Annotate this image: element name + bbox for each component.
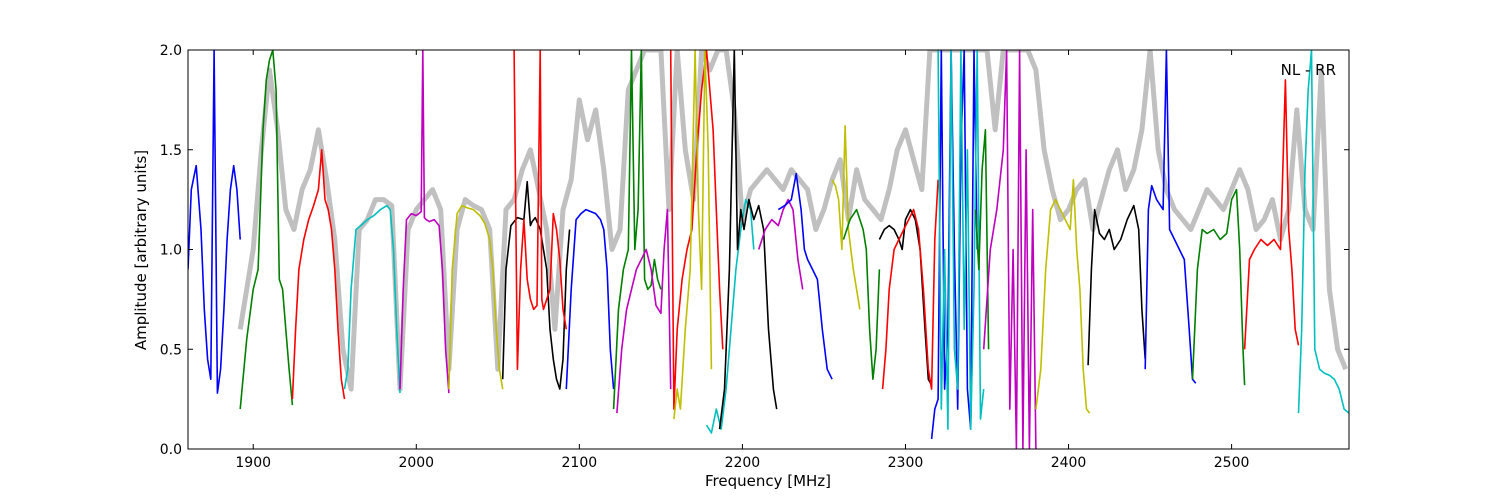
series-line-28 xyxy=(1144,50,1197,384)
series-line-5 xyxy=(399,50,450,394)
series-line-29 xyxy=(1191,188,1246,386)
series-line-22 xyxy=(930,50,978,440)
series-line-24 xyxy=(974,129,990,350)
x-tick-label: 2500 xyxy=(1214,455,1250,471)
x-tick-label: 2200 xyxy=(725,455,761,471)
y-tick-label: 1.5 xyxy=(160,143,182,159)
series-line-14 xyxy=(705,198,755,434)
x-axis: 1900 2000 2100 2200 2300 2400 2500 xyxy=(235,50,1249,471)
y-tick-label: 1.0 xyxy=(160,243,182,259)
series-line-21 xyxy=(881,179,939,390)
series-line-3 xyxy=(291,149,346,400)
series-line-11 xyxy=(616,208,672,414)
x-tick-label: 1900 xyxy=(235,455,271,471)
x-tick-label: 2100 xyxy=(562,455,598,471)
series-line-23 xyxy=(937,50,985,430)
series-line-10 xyxy=(612,50,662,410)
series-line-1 xyxy=(188,50,241,394)
y-tick-label: 0.0 xyxy=(160,442,182,458)
series-line-17 xyxy=(777,172,833,380)
series-line-13 xyxy=(673,50,713,420)
y-tick-label: 2.0 xyxy=(160,43,182,59)
series-line-4 xyxy=(343,204,401,394)
series-line-12 xyxy=(669,50,724,410)
series-line-30 xyxy=(1243,79,1300,350)
series-line-27 xyxy=(1087,204,1146,366)
series-line-8 xyxy=(513,50,568,371)
y-axis-label: Amplitude [arbitrary units] xyxy=(132,150,150,350)
annotation-label: NL - RR xyxy=(1281,61,1336,79)
series-line-18 xyxy=(831,125,861,310)
y-tick-label: 0.5 xyxy=(160,342,182,358)
x-tick-label: 2000 xyxy=(398,455,434,471)
series-line-15 xyxy=(718,50,778,430)
x-tick-label: 2400 xyxy=(1051,455,1087,471)
series-line-26 xyxy=(1035,178,1091,414)
series-line-6 xyxy=(448,204,504,390)
series-layer xyxy=(188,50,1349,449)
series-line-19 xyxy=(842,208,881,381)
series-line-31 xyxy=(1297,50,1349,414)
x-axis-label: Frequency [MHz] xyxy=(705,472,831,490)
series-line-9 xyxy=(565,208,615,390)
series-line-2 xyxy=(239,50,294,410)
series-line-20 xyxy=(878,208,933,386)
x-tick-label: 2300 xyxy=(888,455,924,471)
y-axis: 0.0 0.5 1.0 1.5 2.0 xyxy=(160,43,1349,458)
series-line-25 xyxy=(982,50,1037,449)
series-line-16 xyxy=(757,198,804,290)
